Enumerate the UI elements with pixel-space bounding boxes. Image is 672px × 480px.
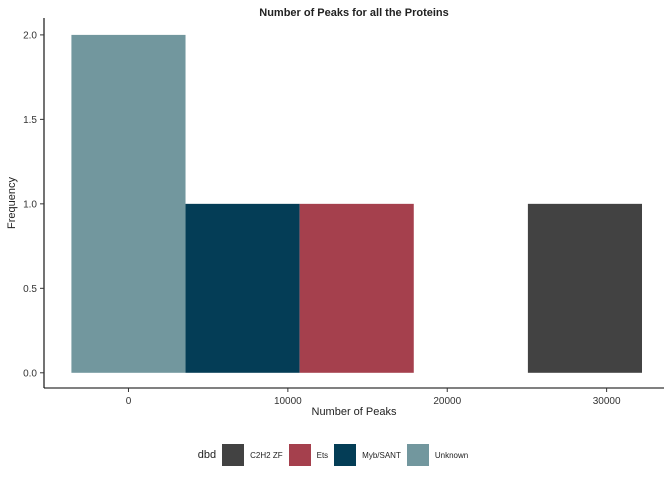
- legend-label: Unknown: [434, 450, 469, 460]
- legend-swatch: [334, 444, 357, 466]
- x-tick-label: 30000: [593, 396, 621, 407]
- y-tick-label: 1.0: [23, 199, 37, 210]
- x-axis-label: Number of Peaks: [311, 406, 397, 418]
- legend-item-unknown: Unknown: [406, 444, 469, 466]
- histogram-bar: [527, 203, 643, 373]
- x-tick-label: 20000: [433, 396, 461, 407]
- legend-item-ets: Ets: [288, 444, 329, 466]
- chart-title: Number of Peaks for all the Proteins: [259, 7, 449, 19]
- y-axis-label: Frequency: [6, 177, 18, 229]
- x-tick-label: 0: [126, 396, 132, 407]
- y-tick-label: 1.5: [23, 115, 37, 126]
- legend-item-c2h2-zf: C2H2 ZF: [222, 444, 283, 466]
- histogram-bar: [299, 203, 414, 373]
- legend-label: C2H2 ZF: [250, 450, 283, 460]
- legend-title: dbd: [197, 449, 217, 461]
- x-tick-label: 10000: [274, 396, 302, 407]
- legend-swatch: [406, 444, 429, 466]
- y-tick-label: 2.0: [23, 30, 37, 41]
- legend-item-myb-sant: Myb/SANT: [334, 444, 401, 466]
- histogram-bar: [71, 34, 186, 373]
- legend-swatch: [222, 444, 245, 466]
- legend-label: Ets: [316, 450, 329, 460]
- legend-swatch: [288, 444, 311, 466]
- legend-label: Myb/SANT: [362, 450, 401, 460]
- y-tick-label: 0.0: [23, 368, 37, 379]
- histogram-bar: [185, 203, 300, 373]
- y-tick-label: 0.5: [23, 284, 37, 295]
- legend: dbd C2H2 ZF Ets Myb/SANT Unknown: [0, 443, 672, 467]
